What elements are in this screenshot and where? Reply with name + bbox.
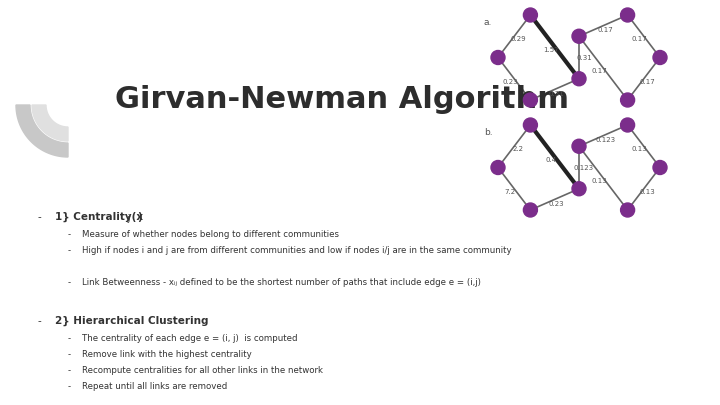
Text: 0.17: 0.17 — [598, 27, 613, 33]
Text: 0.17: 0.17 — [632, 36, 648, 42]
Text: Repeat until all links are removed: Repeat until all links are removed — [82, 382, 228, 391]
Circle shape — [572, 182, 586, 196]
Polygon shape — [16, 105, 68, 157]
Text: 0.31: 0.31 — [576, 55, 592, 60]
Text: 0.13: 0.13 — [591, 178, 607, 184]
Text: Link Betweenness - xᵢⱼ defined to be the shortest number of paths that include e: Link Betweenness - xᵢⱼ defined to be the… — [82, 278, 481, 287]
Text: 2} Hierarchical Clustering: 2} Hierarchical Clustering — [55, 316, 209, 326]
Text: 0.23: 0.23 — [503, 79, 518, 85]
Text: Recompute centralities for all other links in the network: Recompute centralities for all other lin… — [82, 366, 323, 375]
Text: 0.17: 0.17 — [640, 79, 656, 85]
Text: The centrality of each edge e = (i, j)  is computed: The centrality of each edge e = (i, j) i… — [82, 334, 297, 343]
Circle shape — [572, 29, 586, 43]
Circle shape — [572, 139, 586, 153]
Text: 0.4: 0.4 — [545, 157, 557, 163]
Circle shape — [523, 93, 537, 107]
Text: -: - — [68, 382, 71, 391]
Text: 0.29: 0.29 — [510, 36, 526, 42]
Text: 0.31: 0.31 — [549, 91, 564, 97]
Text: a.: a. — [484, 18, 492, 27]
Text: -: - — [68, 246, 71, 255]
Text: Measure of whether nodes belong to different communities: Measure of whether nodes belong to diffe… — [82, 230, 339, 239]
Text: 1} Centrality(x: 1} Centrality(x — [55, 212, 143, 222]
Text: ): ) — [137, 212, 142, 222]
Circle shape — [572, 72, 586, 86]
Text: 0.123: 0.123 — [574, 164, 594, 171]
Text: 0.123: 0.123 — [595, 137, 616, 143]
Text: 1.57: 1.57 — [543, 47, 559, 53]
Circle shape — [491, 160, 505, 175]
Text: 7.2: 7.2 — [505, 189, 516, 195]
Text: 0.13: 0.13 — [632, 146, 648, 152]
Circle shape — [523, 203, 537, 217]
Text: 2.2: 2.2 — [513, 146, 523, 152]
Circle shape — [621, 93, 634, 107]
Text: -: - — [68, 350, 71, 359]
Text: b.: b. — [484, 128, 492, 137]
Circle shape — [653, 160, 667, 175]
Text: Remove link with the highest centrality: Remove link with the highest centrality — [82, 350, 252, 359]
Text: 0.13: 0.13 — [640, 189, 656, 195]
Text: -: - — [68, 278, 71, 287]
Text: 0.17: 0.17 — [591, 68, 607, 74]
Text: High if nodes i and j are from different communities and low if nodes i/j are in: High if nodes i and j are from different… — [82, 246, 512, 255]
Circle shape — [523, 8, 537, 22]
Text: -: - — [38, 316, 42, 326]
Polygon shape — [32, 105, 68, 141]
Text: -: - — [68, 334, 71, 343]
Circle shape — [621, 203, 634, 217]
Text: -: - — [68, 230, 71, 239]
Text: 0.23: 0.23 — [549, 201, 564, 207]
Text: ij: ij — [127, 214, 132, 223]
Text: -: - — [38, 212, 42, 222]
Circle shape — [621, 118, 634, 132]
Text: -: - — [68, 366, 71, 375]
Text: Girvan-Newman Algorithm: Girvan-Newman Algorithm — [115, 85, 569, 115]
Circle shape — [653, 51, 667, 64]
Circle shape — [621, 8, 634, 22]
Circle shape — [491, 51, 505, 64]
Circle shape — [523, 118, 537, 132]
